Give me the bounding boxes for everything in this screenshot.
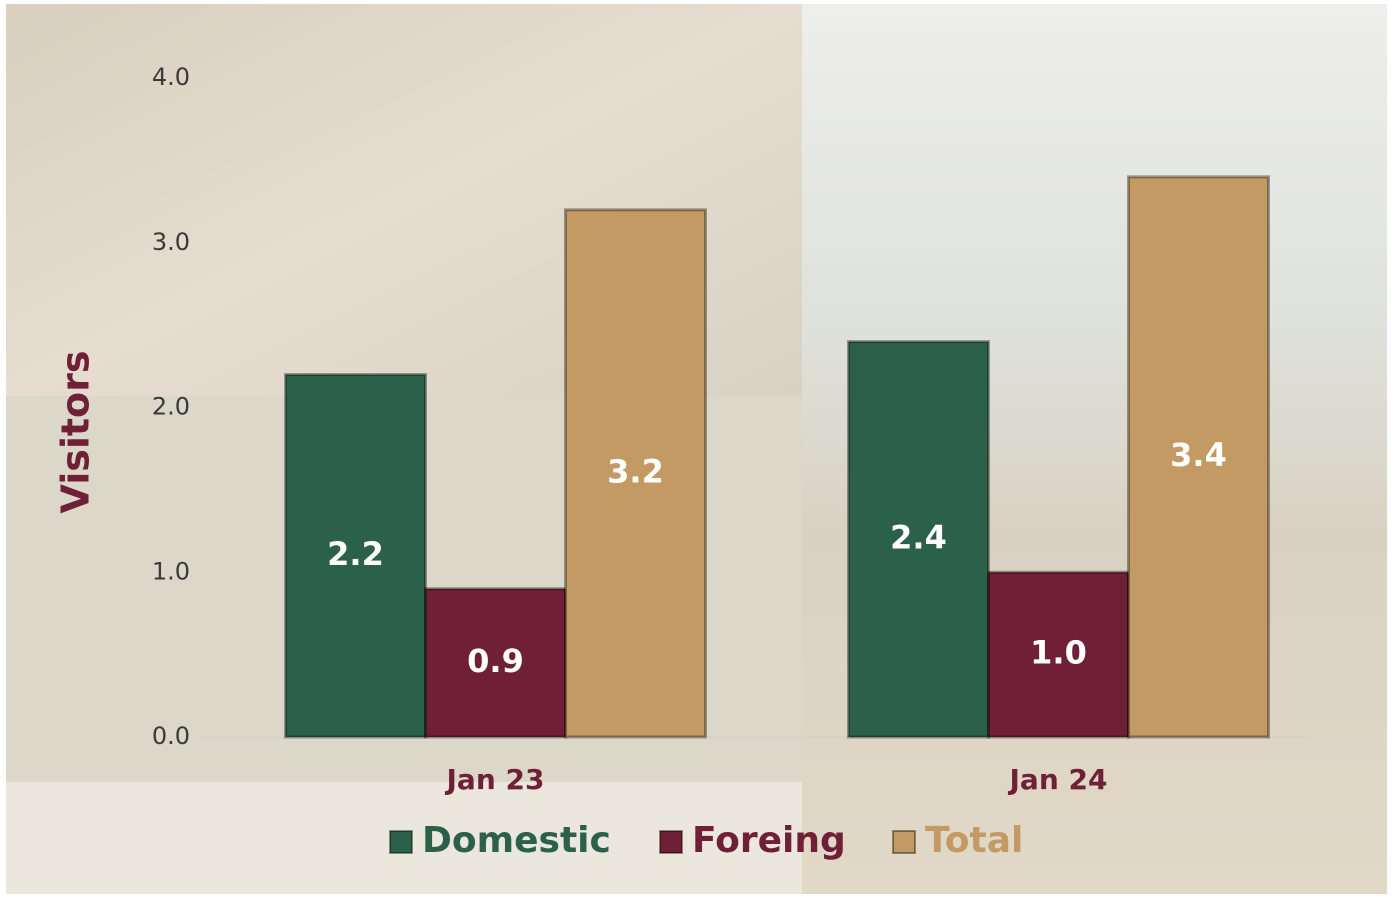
- data-label: 3.2: [607, 452, 664, 490]
- y-tick-label: 0.0: [152, 722, 190, 750]
- y-tick-label: 4.0: [152, 63, 190, 91]
- y-tick-label: 3.0: [152, 228, 190, 256]
- legend-swatch: [659, 830, 683, 854]
- data-label: 2.2: [327, 535, 384, 573]
- x-tick-label: Jan 23: [445, 763, 545, 796]
- y-tick-label: 1.0: [152, 557, 190, 585]
- legend-swatch: [892, 830, 916, 854]
- legend-label: Foreing: [692, 820, 846, 861]
- y-tick-label: 2.0: [152, 393, 190, 421]
- x-tick-label: Jan 24: [1008, 763, 1108, 796]
- y-axis-label: Visitors: [54, 350, 98, 513]
- data-label: 0.9: [467, 642, 524, 680]
- bar: [987, 570, 1130, 739]
- bar: [284, 373, 427, 739]
- data-label: 3.4: [1170, 436, 1227, 474]
- bar: [564, 208, 707, 739]
- legend-swatch: [389, 830, 413, 854]
- legend-label: Domestic: [422, 820, 611, 861]
- bar: [1127, 175, 1270, 739]
- bar: [847, 340, 990, 739]
- legend-label: Total: [925, 820, 1023, 861]
- data-label: 1.0: [1030, 634, 1087, 672]
- bar: [424, 587, 567, 739]
- data-label: 2.4: [890, 518, 947, 556]
